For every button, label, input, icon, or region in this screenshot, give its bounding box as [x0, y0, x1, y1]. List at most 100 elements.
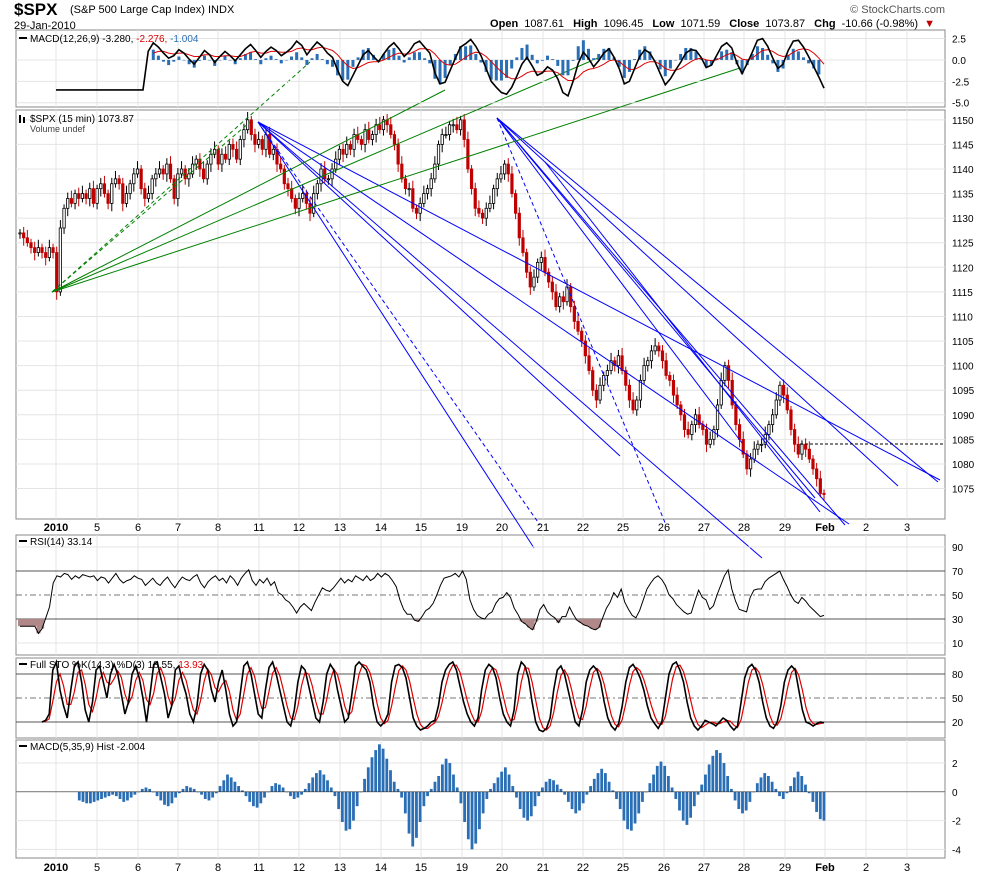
hist-bar: [326, 780, 329, 792]
hist-bar: [781, 791, 785, 799]
candle-body: [715, 404, 720, 430]
rsi-oversold-fill: [593, 619, 598, 630]
macd-hist-bar: [407, 57, 411, 60]
hist-bar: [744, 791, 748, 811]
macd-hist-bar: [202, 55, 206, 60]
macd-hist-bar: [561, 59, 565, 76]
hist-bar: [804, 784, 807, 792]
hist-bar: [440, 764, 444, 792]
candle-body: [227, 144, 231, 160]
rsi-oversold-fill: [25, 619, 30, 627]
hist-bar: [533, 791, 537, 807]
candle-body: [605, 370, 609, 376]
candle-body: [223, 153, 228, 160]
hist-bar: [792, 777, 796, 792]
rsi-y-tick: 90: [952, 543, 964, 554]
macd-hist-bar: [817, 59, 821, 75]
macd-hist-bar: [448, 59, 452, 66]
hist-bar: [741, 791, 744, 814]
hist-bar: [92, 791, 96, 802]
hist-bar: [641, 791, 644, 802]
macd-hist-bar: [305, 59, 309, 66]
candle-body: [591, 370, 595, 391]
hist-bar: [207, 791, 211, 801]
macd-hist-bar: [167, 59, 171, 66]
fan-line-dashed: [496, 117, 667, 526]
hist-bar: [222, 780, 226, 792]
candle-body: [429, 178, 433, 190]
price-y-tick: 1105: [952, 337, 974, 348]
candle-body: [785, 394, 789, 411]
hist-legend-icon: [19, 745, 27, 747]
hist-bar: [244, 791, 248, 797]
hist-bar: [296, 791, 300, 798]
hist-bar: [604, 773, 607, 792]
hist-bar: [459, 791, 463, 804]
candle-body: [800, 443, 804, 455]
candle-body: [660, 350, 665, 362]
fan-line: [257, 121, 850, 525]
macd-hist-bar: [699, 59, 703, 60]
x-tick-label: 2010: [44, 862, 68, 874]
macd-hist-bar: [638, 49, 642, 60]
low-label: Low: [652, 18, 675, 30]
x-tick-label: 12: [293, 862, 305, 874]
hist-bar: [770, 781, 774, 792]
candle-body: [345, 144, 349, 155]
hist-bar: [755, 783, 759, 792]
macd-hist-bar: [484, 59, 488, 72]
hist-bar: [633, 791, 637, 824]
candle-body: [627, 384, 632, 401]
candle-body: [367, 129, 371, 140]
candle-body: [40, 247, 44, 253]
hist-bar: [589, 786, 592, 792]
hist-bar: [526, 791, 529, 821]
candle-body: [440, 134, 444, 145]
macd-hist-bar: [494, 59, 498, 81]
candle-body: [323, 168, 327, 180]
macd-hist-bar: [709, 59, 713, 66]
brand-watermark[interactable]: © StockCharts.com: [850, 4, 945, 16]
candle-body: [400, 163, 404, 180]
macd-hist-bar: [627, 59, 631, 72]
candle-body: [778, 384, 782, 401]
volume-label: Volume undef: [30, 124, 86, 134]
chg-value: -10.66 (-0.98%): [841, 18, 919, 30]
hist-bar: [444, 758, 448, 792]
candle-body: [157, 168, 162, 175]
macd-hist-bar: [689, 47, 693, 60]
candle-body: [447, 124, 452, 135]
hist-bar: [118, 791, 122, 799]
candle-body: [653, 345, 657, 352]
hist-bar: [822, 791, 826, 821]
rsi-y-tick: 50: [952, 591, 964, 602]
x-tick-label: 29: [779, 862, 791, 874]
macd-hist-bar: [750, 53, 754, 60]
candle-body: [576, 320, 580, 332]
hist-bar: [85, 791, 89, 804]
candle-body: [33, 247, 37, 253]
candle-body: [414, 207, 419, 214]
hist-bar: [685, 791, 689, 825]
x-tick-label: 7: [175, 862, 181, 874]
macd-hist-bar: [530, 54, 534, 60]
hist-bar: [344, 791, 348, 831]
x-tick-label: 2: [863, 522, 869, 534]
hist-bar: [700, 784, 704, 792]
hist-bar: [203, 791, 207, 799]
macd-hist-bar: [525, 44, 529, 60]
fan-line: [544, 161, 821, 513]
hist-bar: [748, 791, 752, 802]
chg-label: Chg: [814, 18, 836, 30]
macd-signal-value: -2.276,: [136, 34, 170, 45]
hist-bar: [715, 750, 718, 792]
macd-hist-bar: [458, 46, 462, 60]
hist-bar: [648, 783, 652, 792]
candle-body: [25, 237, 29, 244]
macd-hist-bar: [546, 55, 550, 60]
candle-body: [480, 212, 485, 219]
candle-body: [268, 134, 272, 155]
macd-hist-bar: [469, 45, 473, 60]
hist-bar: [229, 777, 233, 792]
